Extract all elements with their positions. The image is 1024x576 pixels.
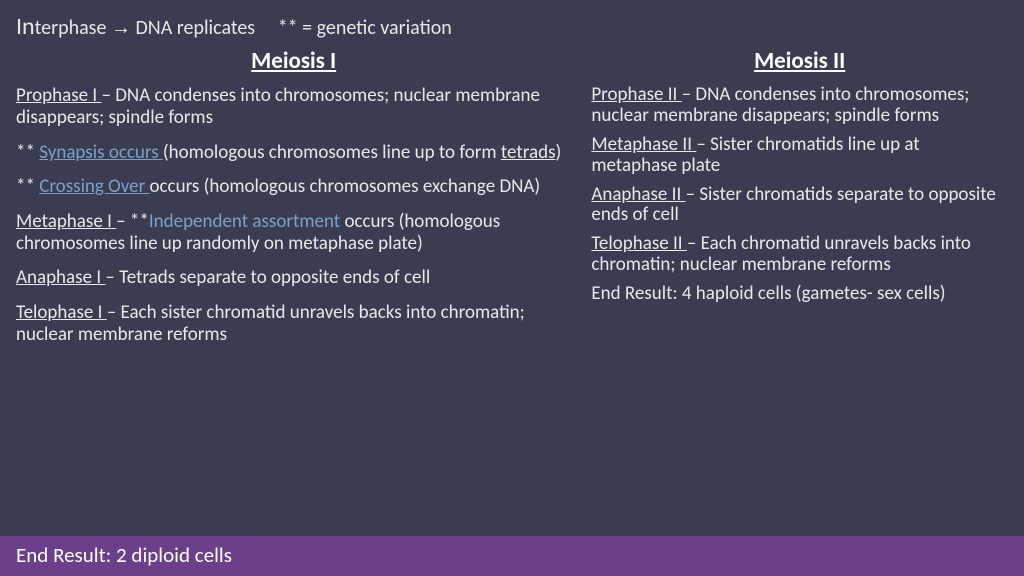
column-meiosis-1: Meiosis I Prophase I – DNA condenses int… — [16, 47, 591, 359]
columns: Meiosis I Prophase I – DNA condenses int… — [0, 47, 1024, 359]
prophase-1: Prophase I – DNA condenses into chromoso… — [16, 85, 571, 130]
telophase-1-label: Telophase I — [16, 301, 107, 324]
column-meiosis-2: Meiosis II Prophase II – DNA condenses i… — [591, 47, 1008, 359]
prophase-1-label: Prophase I — [16, 84, 101, 107]
header-after-arrow: DNA replicates — [131, 16, 255, 40]
synapsis-text-a: (homologous chromosomes line up to form — [163, 141, 501, 164]
crossing-text: occurs (homologous chromosomes exchange … — [150, 175, 541, 198]
anaphase-1-text: – Tetrads separate to opposite ends of c… — [105, 266, 430, 289]
metaphase-1-label: Metaphase I — [16, 210, 116, 233]
meiosis-2-title: Meiosis II — [591, 47, 1008, 75]
footer-bar: End Result: 2 diploid cells — [0, 536, 1024, 576]
prophase-2-label: Prophase II — [591, 83, 681, 106]
anaphase-1: Anaphase I – Tetrads separate to opposit… — [16, 267, 571, 289]
end-result-right: End Result: 4 haploid cells (gametes- se… — [591, 284, 1008, 305]
header-prefix-big: In — [16, 12, 35, 41]
metaphase-1-dash: – ** — [116, 210, 149, 233]
metaphase-2-label: Metaphase II — [591, 133, 696, 156]
telophase-2-label: Telophase II — [591, 232, 687, 255]
crossing-stars: ** — [16, 175, 39, 198]
metaphase-1: Metaphase I – **Independent assortment o… — [16, 211, 571, 256]
tetrads-underline: tetrads — [501, 141, 556, 164]
synapsis-stars: ** — [16, 141, 39, 164]
crossing-over-entry: ** Crossing Over occurs (homologous chro… — [16, 176, 571, 198]
arrow-icon: → — [111, 17, 131, 39]
telophase-1: Telophase I – Each sister chromatid unra… — [16, 302, 571, 347]
independent-assortment: Independent assortment — [149, 210, 340, 233]
anaphase-1-label: Anaphase I — [16, 266, 105, 289]
header-prefix-rest: terphase — [35, 16, 111, 40]
synapsis-text-b: ) — [556, 141, 562, 164]
crossing-over-link[interactable]: Crossing Over — [39, 175, 149, 198]
telophase-2: Telophase II – Each chromatid unravels b… — [591, 234, 1008, 276]
anaphase-2-label: Anaphase II — [591, 183, 685, 206]
header-line: Interphase → DNA replicates ** = genetic… — [0, 0, 1024, 47]
anaphase-2: Anaphase II – Sister chromatids separate… — [591, 185, 1008, 227]
prophase-2: Prophase II – DNA condenses into chromos… — [591, 85, 1008, 127]
metaphase-2: Metaphase II – Sister chromatids line up… — [591, 135, 1008, 177]
synapsis-link[interactable]: Synapsis occurs — [39, 141, 163, 164]
synapsis-entry: ** Synapsis occurs (homologous chromosom… — [16, 142, 571, 164]
meiosis-1-title: Meiosis I — [16, 47, 571, 75]
header-legend: ** = genetic variation — [278, 16, 452, 40]
